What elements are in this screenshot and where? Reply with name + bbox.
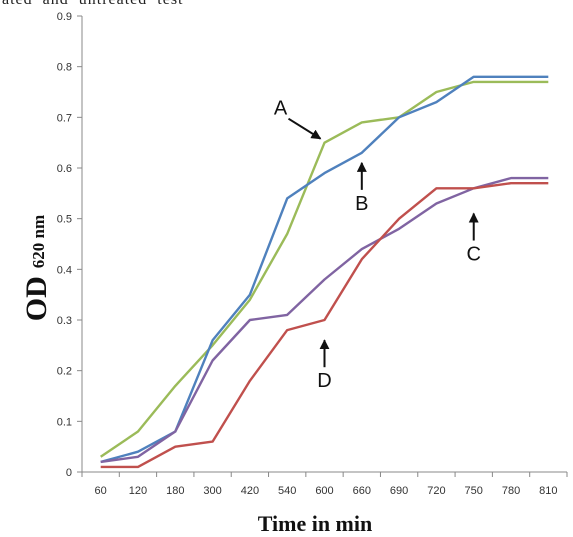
x-tick-label: 300 xyxy=(203,485,221,497)
y-axis-title-sub: 620 nm xyxy=(29,215,48,268)
annotation-label: D xyxy=(317,370,331,392)
y-tick-label: 0.4 xyxy=(57,264,72,276)
annotation-label: B xyxy=(355,193,368,215)
y-tick-label: 0.5 xyxy=(57,214,72,226)
x-tick-label: 600 xyxy=(315,485,333,497)
x-tick-label: 60 xyxy=(95,485,107,497)
y-tick-label: 0.3 xyxy=(57,315,72,327)
x-tick-label: 420 xyxy=(241,485,259,497)
y-axis-title-main: OD xyxy=(20,276,53,321)
x-tick-label: 690 xyxy=(390,485,408,497)
x-tick-label: 810 xyxy=(539,485,557,497)
annotations-group: A B C D xyxy=(274,98,481,393)
series-group xyxy=(100,75,549,469)
axes: 0 0.1 0.2 0.3 0.4 0.5 0.6 0.7 0.8 0.9 60 120 180 300 4… xyxy=(57,11,568,497)
x-axis-title: Time in min xyxy=(258,511,373,536)
annotation-label: C xyxy=(467,244,481,266)
y-tick-label: 0.1 xyxy=(57,416,72,428)
x-tick-label: 180 xyxy=(166,485,184,497)
x-tick-label: 120 xyxy=(129,485,147,497)
y-tick-label: 0.7 xyxy=(57,112,72,124)
series-line-blue xyxy=(100,75,549,464)
annotation-label: A xyxy=(274,98,288,120)
y-axis-title: OD 620 nm xyxy=(20,215,53,321)
y-tick-label: 0.2 xyxy=(57,366,72,378)
x-tick-label: 750 xyxy=(465,485,483,497)
y-tick-label: 0 xyxy=(66,467,72,479)
x-tick-label: 720 xyxy=(427,485,445,497)
series-line-green xyxy=(100,80,549,458)
x-tick-label: 540 xyxy=(278,485,296,497)
y-tick-label: 0.8 xyxy=(57,62,72,74)
y-tick-label: 0.6 xyxy=(57,163,72,175)
annotation-arrow xyxy=(287,117,322,140)
cropped-caption: ated and untreated test xyxy=(2,0,184,9)
x-tick-label: 780 xyxy=(502,485,520,497)
x-tick-label: 660 xyxy=(353,485,371,497)
y-tick-label: 0.9 xyxy=(57,11,72,23)
series-line-red xyxy=(100,181,549,469)
